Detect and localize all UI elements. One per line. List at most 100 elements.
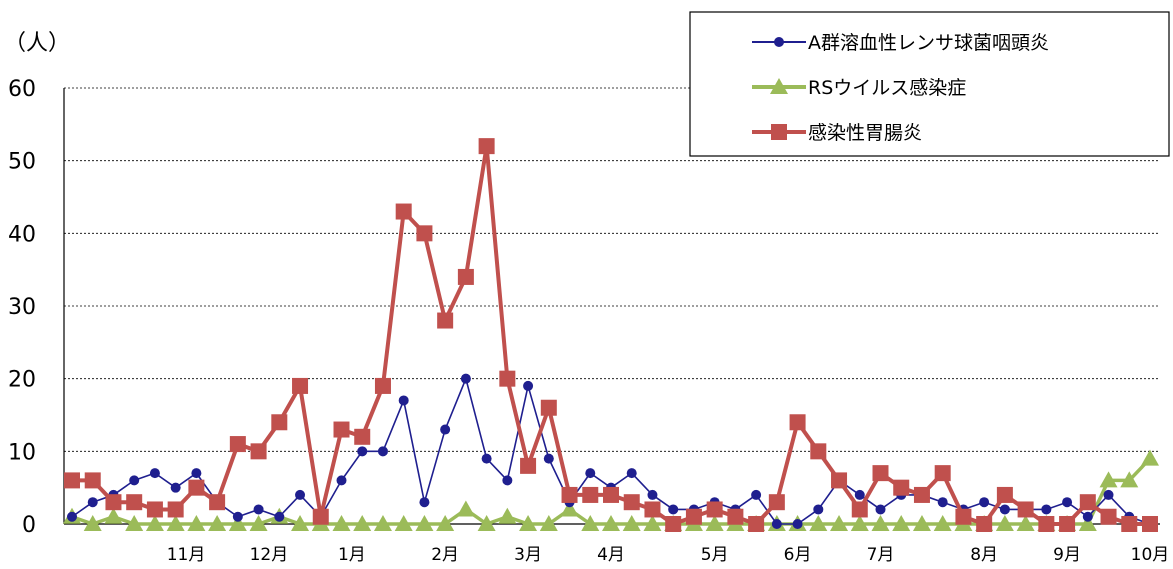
data-point <box>727 508 744 525</box>
data-point <box>792 519 803 529</box>
data-point <box>83 515 102 531</box>
data-point <box>770 78 788 94</box>
y-tick-label: 30 <box>8 295 36 320</box>
data-point <box>333 421 350 438</box>
data-point <box>291 515 310 531</box>
data-point <box>146 501 163 518</box>
x-tick-label: 1月 <box>338 545 366 565</box>
data-point <box>170 482 181 493</box>
data-point <box>854 489 865 500</box>
legend-label: RSウイルス感染症 <box>808 77 966 99</box>
data-point <box>502 475 513 486</box>
data-point <box>415 515 434 531</box>
y-tick-label: 0 <box>22 513 36 538</box>
data-point <box>1100 508 1117 525</box>
x-tick-label: 12月 <box>250 545 289 565</box>
data-point <box>436 515 455 531</box>
data-point <box>643 515 662 531</box>
data-point <box>373 515 392 531</box>
data-point <box>125 515 144 531</box>
series-square <box>64 138 1158 532</box>
data-point <box>191 468 202 479</box>
data-point <box>585 468 596 479</box>
data-point <box>457 268 474 285</box>
data-point <box>460 373 471 384</box>
data-point <box>232 511 243 522</box>
data-point <box>166 515 185 531</box>
data-point <box>253 504 264 515</box>
data-point <box>1141 449 1159 466</box>
data-point <box>149 468 160 479</box>
data-point <box>892 515 911 531</box>
x-tick-label: 7月 <box>867 545 895 565</box>
data-point <box>1103 489 1114 500</box>
data-point <box>602 515 620 531</box>
data-point <box>84 472 101 489</box>
data-point <box>665 516 682 532</box>
data-point <box>581 515 600 531</box>
data-point <box>1041 504 1052 515</box>
data-point <box>336 475 347 486</box>
data-point <box>477 515 496 531</box>
data-point <box>543 453 554 464</box>
data-point <box>126 494 143 511</box>
data-point <box>394 515 413 531</box>
data-point <box>768 494 785 511</box>
data-point <box>145 515 164 531</box>
data-point <box>850 515 869 531</box>
data-point <box>774 37 784 47</box>
y-tick-label: 40 <box>8 222 36 247</box>
data-point <box>705 515 724 531</box>
data-point <box>1121 516 1138 532</box>
data-point <box>937 497 948 508</box>
data-point <box>1016 515 1035 531</box>
data-point <box>809 515 828 531</box>
data-point <box>912 515 931 531</box>
data-point <box>789 414 806 431</box>
data-point <box>332 515 351 531</box>
x-tick-label: 3月 <box>514 545 542 565</box>
data-point <box>999 504 1010 515</box>
data-point <box>871 515 890 531</box>
data-point <box>64 472 80 489</box>
data-point <box>104 507 123 524</box>
x-tick-label: 4月 <box>597 545 625 565</box>
data-point <box>456 500 475 517</box>
data-point <box>872 465 889 482</box>
data-point <box>1082 511 1093 522</box>
data-point <box>771 519 782 529</box>
data-point <box>1038 516 1055 532</box>
data-point <box>1142 516 1158 532</box>
data-point <box>1059 516 1076 532</box>
data-point <box>1099 471 1118 488</box>
data-point <box>706 501 723 518</box>
data-point <box>67 511 77 522</box>
data-point <box>976 516 993 532</box>
data-point <box>250 443 267 460</box>
data-point <box>478 138 495 155</box>
data-point <box>229 436 246 453</box>
data-point <box>685 508 702 525</box>
data-point <box>626 468 637 479</box>
y-tick-label: 60 <box>8 77 36 102</box>
data-point <box>979 497 990 508</box>
data-point <box>354 428 371 445</box>
x-tick-label: 9月 <box>1053 545 1081 565</box>
data-point <box>560 500 579 517</box>
data-point <box>1062 497 1073 508</box>
y-tick-label: 10 <box>8 440 36 465</box>
data-point <box>188 479 205 496</box>
data-point <box>520 457 537 474</box>
data-point <box>831 472 848 489</box>
data-point <box>913 486 930 503</box>
data-point <box>955 508 972 525</box>
legend-label: A群溶血性レンサ球菌咽頭炎 <box>808 32 1049 54</box>
data-point <box>540 399 557 416</box>
data-point <box>622 515 641 531</box>
y-tick-label: 20 <box>8 368 36 393</box>
data-point <box>228 515 247 531</box>
y-tick-label: 50 <box>8 150 36 175</box>
data-point <box>1079 494 1096 511</box>
data-point <box>523 380 534 391</box>
